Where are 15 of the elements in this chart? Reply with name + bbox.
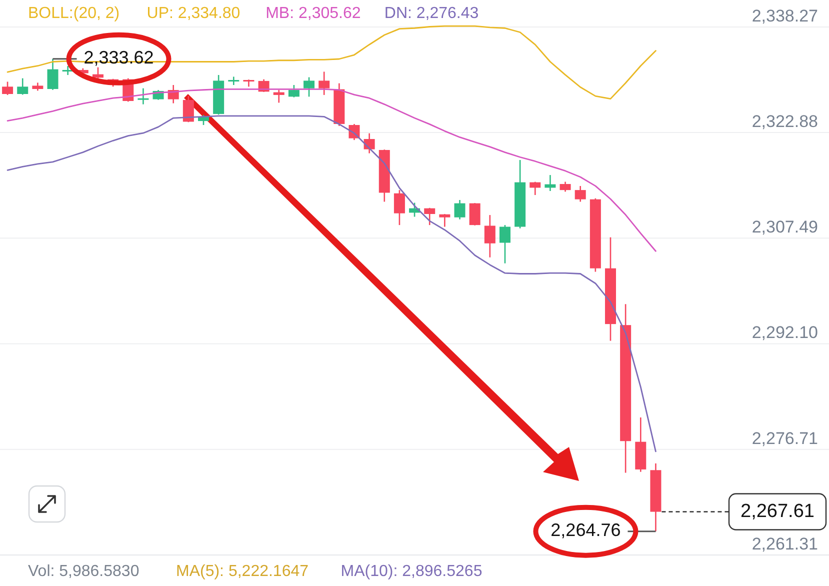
text: MA(10): 2,896.5265 bbox=[340, 563, 482, 580]
y-tick-label: 2,338.27 bbox=[752, 6, 818, 26]
text: MB: 2,305.62 bbox=[266, 5, 361, 22]
text: DN: 2,276.43 bbox=[384, 5, 479, 22]
y-tick-label: 2,261.31 bbox=[752, 534, 818, 554]
ref-line-label: 2,267.61 bbox=[740, 500, 814, 522]
annotation: 2,264.76 bbox=[550, 520, 621, 540]
y-tick-label: 2,276.71 bbox=[752, 428, 818, 448]
y-tick-label: 2,292.10 bbox=[752, 323, 818, 342]
y-tick-label: 2,307.49 bbox=[752, 218, 818, 237]
text: UP: 2,334.80 bbox=[146, 5, 240, 22]
text: Vol: 5,986.5830 bbox=[28, 563, 140, 580]
text: MA(5): 5,222.1647 bbox=[176, 563, 309, 580]
legend-title: BOLL:(20, 2) bbox=[28, 5, 120, 22]
y-tick-label: 2,322.88 bbox=[752, 112, 818, 132]
